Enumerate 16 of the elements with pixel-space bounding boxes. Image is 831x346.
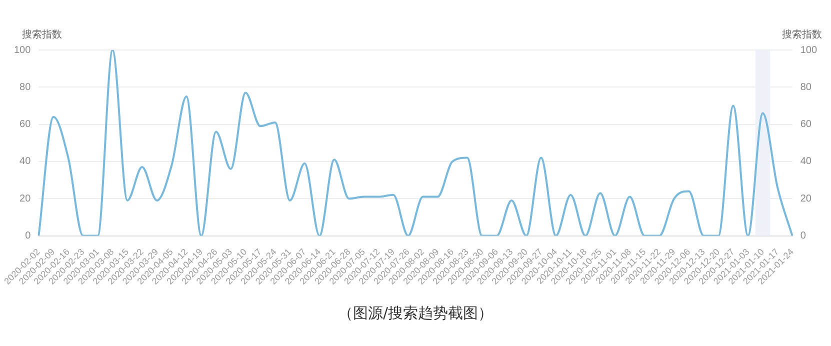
y-tick-label: 80 bbox=[20, 82, 32, 93]
y-tick-label: 0 bbox=[25, 230, 32, 242]
text: （图源/搜索趋势截图） bbox=[336, 304, 494, 323]
y2-axis-title: 搜索指数 bbox=[782, 28, 822, 41]
y-axis-title: 搜索指数 bbox=[22, 28, 62, 41]
y2-tick-label: 80 bbox=[800, 82, 812, 93]
y2-tick-label: 0 bbox=[800, 230, 806, 242]
y-tick-label: 60 bbox=[20, 119, 32, 130]
y2-tick-label: 20 bbox=[800, 193, 812, 204]
y2-tick-label: 100 bbox=[800, 44, 818, 56]
y-tick-label: 40 bbox=[20, 156, 32, 168]
y2-tick-label: 40 bbox=[800, 156, 812, 168]
y-tick-label: 100 bbox=[14, 44, 32, 56]
y2-tick-label: 60 bbox=[800, 119, 812, 130]
y-tick-label: 20 bbox=[20, 193, 32, 204]
line-series bbox=[38, 50, 794, 236]
